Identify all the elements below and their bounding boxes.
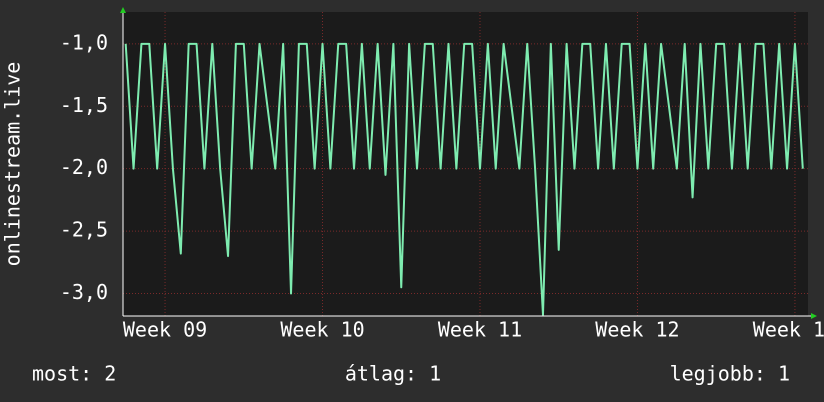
stat: most: 2	[32, 362, 116, 386]
y-tick-label: -2,0	[60, 155, 108, 179]
x-tick-label: Week 11	[438, 318, 522, 342]
stat: átlag: 1	[345, 362, 441, 386]
x-tick-label: Week 09	[123, 318, 207, 342]
stat: legjobb: 1	[670, 362, 790, 386]
axis-arrow	[811, 313, 817, 319]
y-tick-label: -3,0	[60, 280, 108, 304]
y-tick-label: -1,0	[60, 30, 108, 54]
marks	[124, 42, 804, 316]
series-line	[124, 42, 804, 316]
x-tick-label: Week 10	[280, 318, 364, 342]
plot-area	[123, 12, 808, 316]
x-tick-label: Week 12	[595, 318, 679, 342]
y-tick-label: -1,5	[60, 93, 108, 117]
y-axis-label: onlinestream.live	[1, 62, 25, 267]
axis-arrow	[120, 7, 126, 13]
y-tick-label: -2,5	[60, 218, 108, 242]
x-tick-label: Week 13	[753, 318, 824, 342]
